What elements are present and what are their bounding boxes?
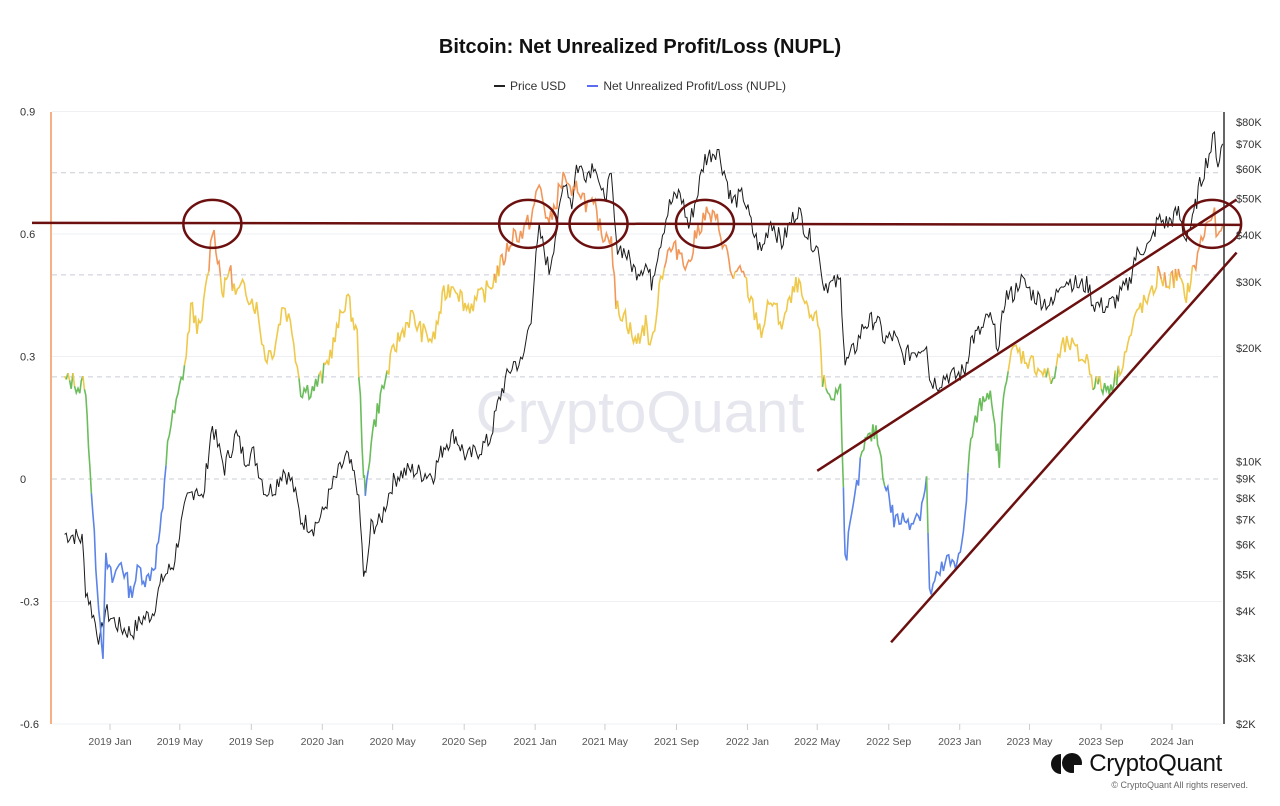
- svg-text:$80K: $80K: [1236, 117, 1262, 129]
- svg-text:2023 May: 2023 May: [1006, 736, 1053, 748]
- legend-label-price: Price USD: [509, 79, 566, 93]
- svg-text:$9K: $9K: [1236, 474, 1256, 486]
- svg-text:$4K: $4K: [1236, 606, 1256, 618]
- svg-text:2021 Jan: 2021 Jan: [514, 736, 557, 748]
- svg-text:$3K: $3K: [1236, 653, 1256, 665]
- svg-text:$6K: $6K: [1236, 540, 1256, 552]
- svg-text:2024 Jan: 2024 Jan: [1150, 736, 1193, 748]
- copyright-text: © CryptoQuant All rights reserved.: [1111, 780, 1248, 790]
- svg-text:-0.6: -0.6: [20, 719, 39, 731]
- svg-text:0: 0: [20, 474, 26, 486]
- svg-text:$5K: $5K: [1236, 569, 1256, 581]
- legend-item-price[interactable]: Price USD: [493, 79, 566, 93]
- svg-text:2022 Jan: 2022 Jan: [726, 736, 769, 748]
- right-y-axis-ticks: $80K $70K $60K $50K $40K $30K $20K $10K $9K $8K $7…: [1236, 117, 1262, 731]
- svg-text:2020 Jan: 2020 Jan: [301, 736, 344, 748]
- svg-text:$7K: $7K: [1236, 515, 1256, 527]
- svg-text:$20K: $20K: [1236, 343, 1262, 355]
- x-axis-ticks: 2019 Jan 2019 May 2019 Sep 2020 Jan 2020 May…: [88, 724, 1194, 748]
- left-y-axis-ticks: 0.9 0.6 0.3 0 -0.3 -0.6: [20, 107, 39, 731]
- brand-name: CryptoQuant: [1089, 750, 1222, 777]
- svg-text:$2K: $2K: [1236, 719, 1256, 731]
- cryptoquant-logo-icon: [1051, 753, 1083, 775]
- svg-text:$50K: $50K: [1236, 194, 1262, 206]
- svg-text:2020 May: 2020 May: [370, 736, 417, 748]
- annotations: [31, 198, 1243, 644]
- svg-text:2021 May: 2021 May: [582, 736, 629, 748]
- svg-text:2019 Jan: 2019 Jan: [88, 736, 131, 748]
- brand-logo: CryptoQuant: [1051, 750, 1222, 778]
- svg-text:2019 Sep: 2019 Sep: [229, 736, 274, 748]
- watermark: CryptoQuant: [476, 380, 805, 445]
- legend-item-nupl[interactable]: Net Unrealized Profit/Loss (NUPL): [587, 79, 786, 93]
- svg-text:2023 Jan: 2023 Jan: [938, 736, 981, 748]
- svg-text:$70K: $70K: [1236, 139, 1262, 151]
- svg-text:$60K: $60K: [1236, 164, 1262, 176]
- svg-text:0.9: 0.9: [20, 107, 35, 119]
- svg-text:2021 Sep: 2021 Sep: [654, 736, 699, 748]
- price-usd-line: [64, 130, 1224, 645]
- chart-title: Bitcoin: Net Unrealized Profit/Loss (NUP…: [438, 36, 842, 58]
- svg-text:2022 Sep: 2022 Sep: [866, 736, 911, 748]
- axes: [50, 112, 1225, 724]
- nupl-line: [63, 171, 1224, 659]
- grid-lines: [52, 111, 1222, 725]
- svg-text:$40K: $40K: [1236, 230, 1262, 242]
- svg-text:0.6: 0.6: [20, 229, 35, 241]
- svg-text:2019 May: 2019 May: [157, 736, 204, 748]
- svg-text:2023 Sep: 2023 Sep: [1079, 736, 1124, 748]
- svg-text:$8K: $8K: [1236, 493, 1256, 505]
- svg-text:-0.3: -0.3: [20, 596, 39, 608]
- svg-text:2022 May: 2022 May: [794, 736, 841, 748]
- chart-legend: Price USD Net Unrealized Profit/Loss (NU…: [0, 79, 1280, 93]
- legend-swatch-price: [493, 84, 505, 87]
- legend-swatch-nupl: [587, 84, 599, 87]
- svg-text:0.3: 0.3: [20, 352, 35, 364]
- svg-text:2020 Sep: 2020 Sep: [442, 736, 487, 748]
- legend-label-nupl: Net Unrealized Profit/Loss (NUPL): [603, 79, 787, 93]
- svg-text:$10K: $10K: [1236, 456, 1262, 468]
- svg-text:$30K: $30K: [1236, 277, 1262, 289]
